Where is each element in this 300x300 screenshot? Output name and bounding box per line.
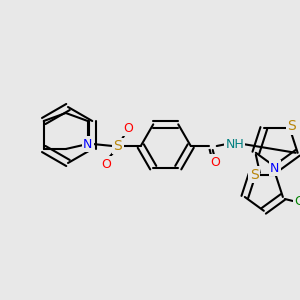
Text: O: O <box>210 155 220 169</box>
Text: NH: NH <box>225 137 244 151</box>
Text: O: O <box>123 122 133 134</box>
Text: S: S <box>287 119 296 133</box>
Text: O: O <box>101 158 111 170</box>
Text: Cl: Cl <box>295 196 300 208</box>
Text: S: S <box>250 168 258 182</box>
Text: N: N <box>270 161 279 175</box>
Text: S: S <box>113 139 122 153</box>
Text: N: N <box>83 137 92 151</box>
